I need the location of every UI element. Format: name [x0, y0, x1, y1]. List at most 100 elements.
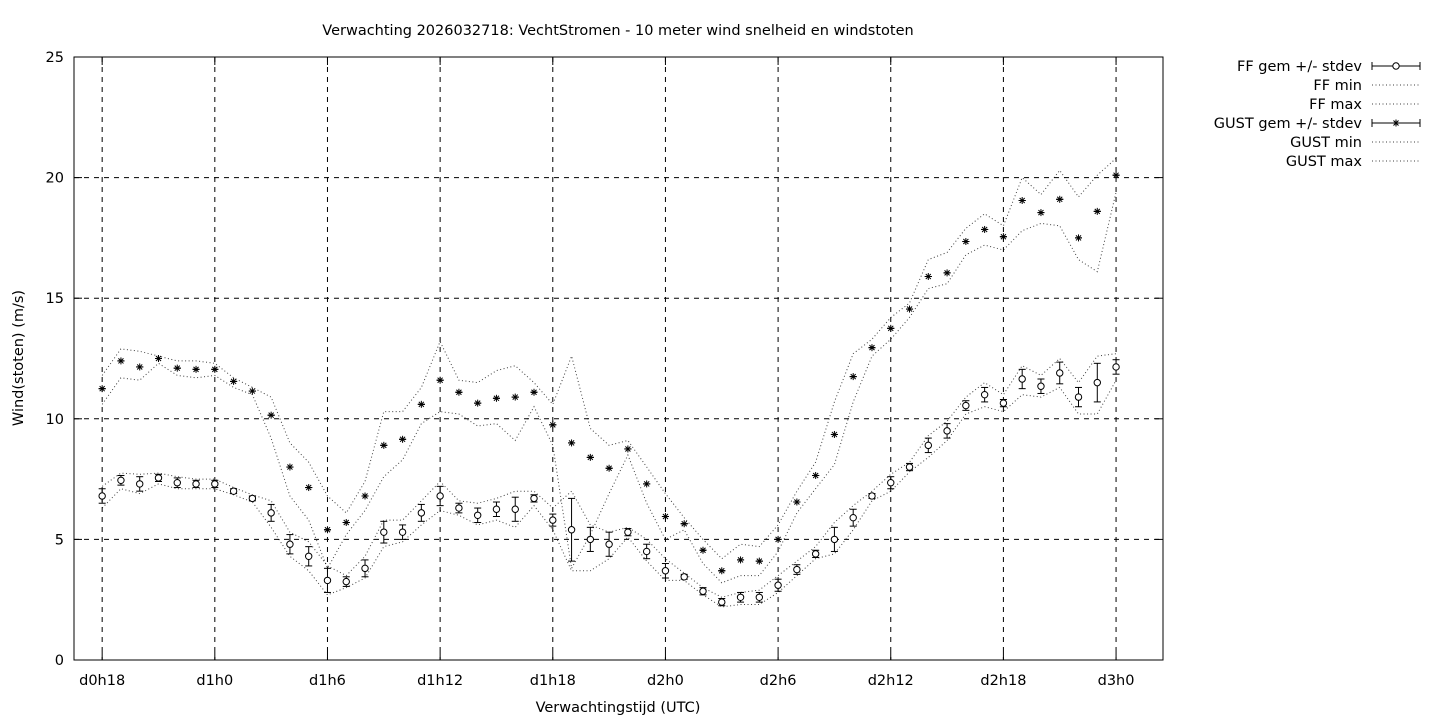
ff-gem-stdev-point [398, 528, 407, 536]
x-tick-label: d2h12 [868, 673, 914, 689]
gust-gem-stdev-point [399, 435, 407, 443]
ff-gem-stdev-point [830, 535, 839, 544]
ff-gem-stdev-point [1037, 382, 1045, 390]
gust-gem-stdev-point [154, 355, 162, 362]
y-tick-label: 10 [46, 412, 64, 428]
x-tick-label: d1h0 [196, 673, 233, 689]
gust-gem-stdev-series [98, 171, 1120, 575]
ff-gem-stdev-point [605, 540, 613, 548]
ff-gem-stdev-point [304, 552, 313, 560]
gust-gem-stdev-point [305, 484, 313, 492]
gust-gem-stdev-point [342, 519, 350, 527]
gust-gem-stdev-point [812, 471, 820, 479]
ff-gem-stdev-point [999, 399, 1008, 407]
grid-lines [74, 57, 1163, 660]
ff-gem-stdev-point [718, 598, 726, 606]
ff-gem-stdev-point [154, 474, 163, 482]
gust-gem-stdev-point [436, 376, 444, 384]
gust-gem-stdev-point [737, 556, 745, 564]
ff-gem-stdev-point [361, 564, 369, 573]
x-tick-label: d1h18 [530, 673, 576, 689]
ff-gem-stdev-point [755, 593, 764, 601]
ff-gem-stdev-point [173, 479, 181, 487]
gust-gem-stdev-point [755, 557, 763, 565]
ff-gem-stdev-point [586, 535, 595, 544]
gust-gem-stdev-point [192, 365, 200, 373]
gust-gem-stdev-point [230, 377, 238, 385]
gust-gem-stdev-point [643, 480, 651, 488]
ff-gem-stdev-point [511, 505, 519, 513]
ff-gem-stdev-point [98, 492, 106, 500]
legend-label: GUST max [1286, 154, 1363, 170]
gust-gem-stdev-point [680, 520, 688, 528]
gust-gem-stdev-point [981, 225, 989, 233]
chart-title: Verwachting 2026032718: VechtStromen - 1… [322, 23, 913, 39]
legend-label: FF gem +/- stdev [1237, 59, 1362, 75]
ff-gem-stdev-point [624, 528, 632, 536]
gust-gem-stdev-point [605, 464, 613, 472]
gust-gem-stdev-point [999, 233, 1007, 241]
ff-gem-stdev-point [1056, 369, 1064, 377]
x-tick-label: d2h0 [647, 673, 684, 689]
gust-max-line [101, 157, 1117, 560]
ff-gem-stdev-point [286, 540, 294, 548]
ff-gem-stdev-point [943, 427, 951, 435]
x-tick-label: d3h0 [1098, 673, 1135, 689]
gust-gem-stdev-point [962, 238, 970, 246]
ff-gem-stdev-point [1093, 378, 1101, 387]
gust-gem-stdev-point [586, 453, 594, 461]
gust-gem-stdev-point [1037, 209, 1045, 217]
ff-gem-stdev-point [680, 573, 688, 581]
ff-gem-stdev-point [417, 509, 426, 517]
ff-gem-stdev-point [924, 441, 933, 450]
ff-gem-stdev-point [436, 492, 444, 500]
legend: FF gem +/- stdev FF min FF max GUST gem +/-… [1214, 59, 1421, 170]
gust-gem-stdev-point [98, 385, 106, 393]
ff-gem-stdev-point [642, 547, 651, 556]
gust-gem-stdev-point [474, 399, 482, 407]
gust-gem-stdev-point [624, 445, 632, 453]
gust-gem-stdev-point [906, 305, 914, 313]
ff-gem-stdev-point [342, 577, 350, 586]
gust-gem-stdev-point [849, 373, 857, 381]
ff-gem-stdev-point [887, 479, 895, 487]
ff-gem-stdev-point [136, 480, 144, 488]
x-tick-label: d1h6 [309, 673, 346, 689]
ff-max-line [101, 353, 1117, 598]
gust-gem-stdev-point [361, 492, 369, 500]
data-series-layer [98, 157, 1120, 608]
legend-swatch [1371, 119, 1421, 127]
x-axis-label: Verwachtingstijd (UTC) [536, 700, 701, 716]
x-tick-label: d1h12 [417, 673, 463, 689]
ff-gem-stdev-point [267, 509, 275, 517]
gust-gem-stdev-point [173, 364, 181, 372]
gust-gem-stdev-point [455, 388, 463, 396]
legend-label: GUST min [1290, 135, 1362, 151]
ff-gem-stdev-point [905, 463, 914, 471]
ff-gem-stdev-point [1112, 363, 1120, 371]
y-tick-label: 5 [55, 532, 64, 548]
gust-gem-stdev-point [136, 363, 144, 371]
gust-gem-stdev-point [1093, 207, 1101, 215]
y-tick-label: 0 [55, 653, 64, 669]
ff-gem-stdev-point [192, 480, 200, 488]
axis-ticks: 0 5 10 15 20 25 d0h18 d1h0 d1h6 d1h12 d1h18 d2h0 d2h… [46, 50, 1163, 689]
ff-gem-stdev-point [811, 550, 820, 558]
ff-gem-stdev-point [736, 593, 745, 601]
ff-gem-stdev-point [849, 513, 857, 522]
x-tick-label: d0h18 [79, 673, 125, 689]
ff-gem-stdev-point [774, 581, 782, 589]
gust-gem-stdev-point [286, 463, 294, 471]
gust-gem-stdev-point [417, 400, 425, 408]
y-tick-label: 25 [46, 50, 64, 66]
gust-gem-stdev-point [568, 439, 576, 447]
gust-gem-stdev-point [699, 546, 707, 554]
ff-gem-stdev-point [473, 511, 482, 519]
gust-gem-stdev-point [530, 388, 538, 396]
y-axis-label: Wind(stoten) (m/s) [11, 290, 27, 426]
gust-gem-stdev-point [887, 324, 895, 332]
gust-gem-stdev-point [924, 272, 932, 280]
ff-gem-stdev-point [117, 476, 125, 485]
plot-frame [73, 56, 1164, 661]
